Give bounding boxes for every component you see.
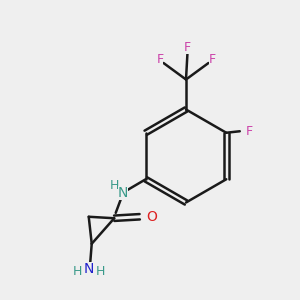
Text: F: F [184,40,191,54]
Text: F: F [246,125,253,138]
Text: F: F [156,52,164,66]
Text: N: N [118,186,128,200]
Text: O: O [146,210,157,224]
Text: H: H [73,265,82,278]
Text: N: N [83,262,94,276]
Text: F: F [208,52,216,66]
Text: H: H [95,265,105,278]
Text: H: H [110,179,119,192]
